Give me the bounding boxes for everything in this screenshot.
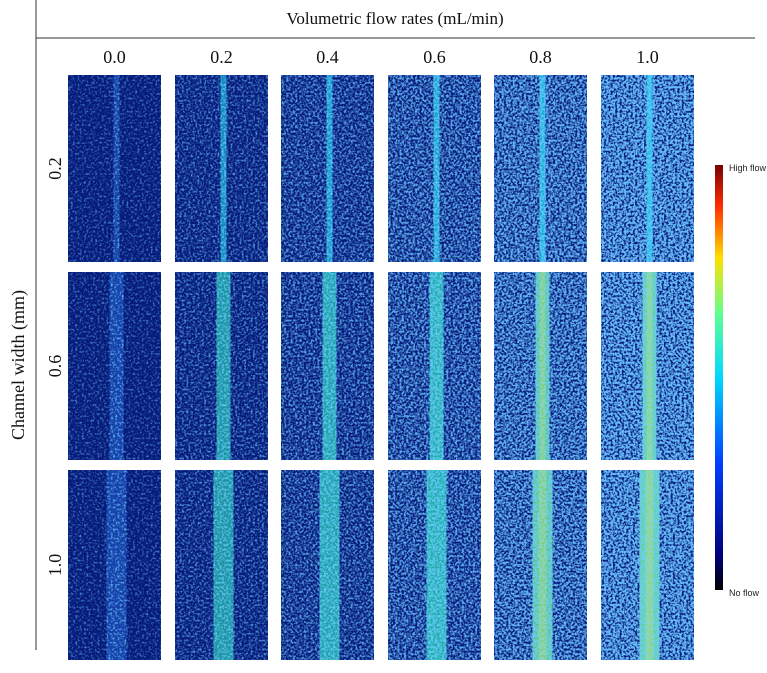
channel-speckle [319,470,340,660]
flow-image [388,75,481,262]
channel-speckle [326,75,333,262]
flow-image [175,75,268,262]
flow-image [281,75,374,262]
panel-grid [68,75,694,660]
flow-image [175,470,268,660]
channel-speckle [535,272,550,460]
column-label: 0.4 [316,47,339,67]
flow-image [388,272,481,460]
channel-speckle [433,75,440,262]
flow-image [388,470,481,660]
colorbar-bottom-label: No flow [729,588,760,598]
flow-image [68,75,161,262]
flow-image [281,272,374,460]
flow-image [601,470,694,660]
colorbar [715,165,723,590]
channel-core [645,470,654,660]
row-label: 1.0 [45,554,65,577]
column-label: 0.8 [529,47,552,67]
flow-image [175,272,268,460]
flow-image [68,470,161,660]
row-label: 0.2 [45,157,65,180]
channel-speckle [106,470,127,660]
channel-speckle [639,470,660,660]
header-title: Volumetric flow rates (mL/min) [286,9,503,28]
channel-speckle [220,75,227,262]
flow-image [494,470,587,660]
column-label: 0.6 [423,47,446,67]
channel-speckle [216,272,231,460]
flow-image [601,75,694,262]
channel-speckle [646,75,653,262]
flow-image [601,272,694,460]
column-label: 1.0 [636,47,659,67]
channel-speckle [322,272,337,460]
channel-speckle [642,272,657,460]
channel-speckle [539,75,546,262]
channel-speckle [213,470,234,660]
channel-speckle [426,470,447,660]
channel-speckle [532,470,553,660]
row-axis-label: Channel width (mm) [8,290,29,440]
channel-core [539,272,546,460]
flow-image [281,470,374,660]
row-label: 0.6 [45,355,65,378]
flow-image [494,272,587,460]
channel-speckle [113,75,120,262]
channel-speckle [109,272,124,460]
channel-speckle [429,272,444,460]
column-label: 0.0 [103,47,126,67]
colorbar-top-label: High flow [729,163,767,173]
flow-image [494,75,587,262]
column-label: 0.2 [210,47,233,67]
channel-core [538,470,547,660]
flow-image [68,272,161,460]
channel-core [646,272,653,460]
